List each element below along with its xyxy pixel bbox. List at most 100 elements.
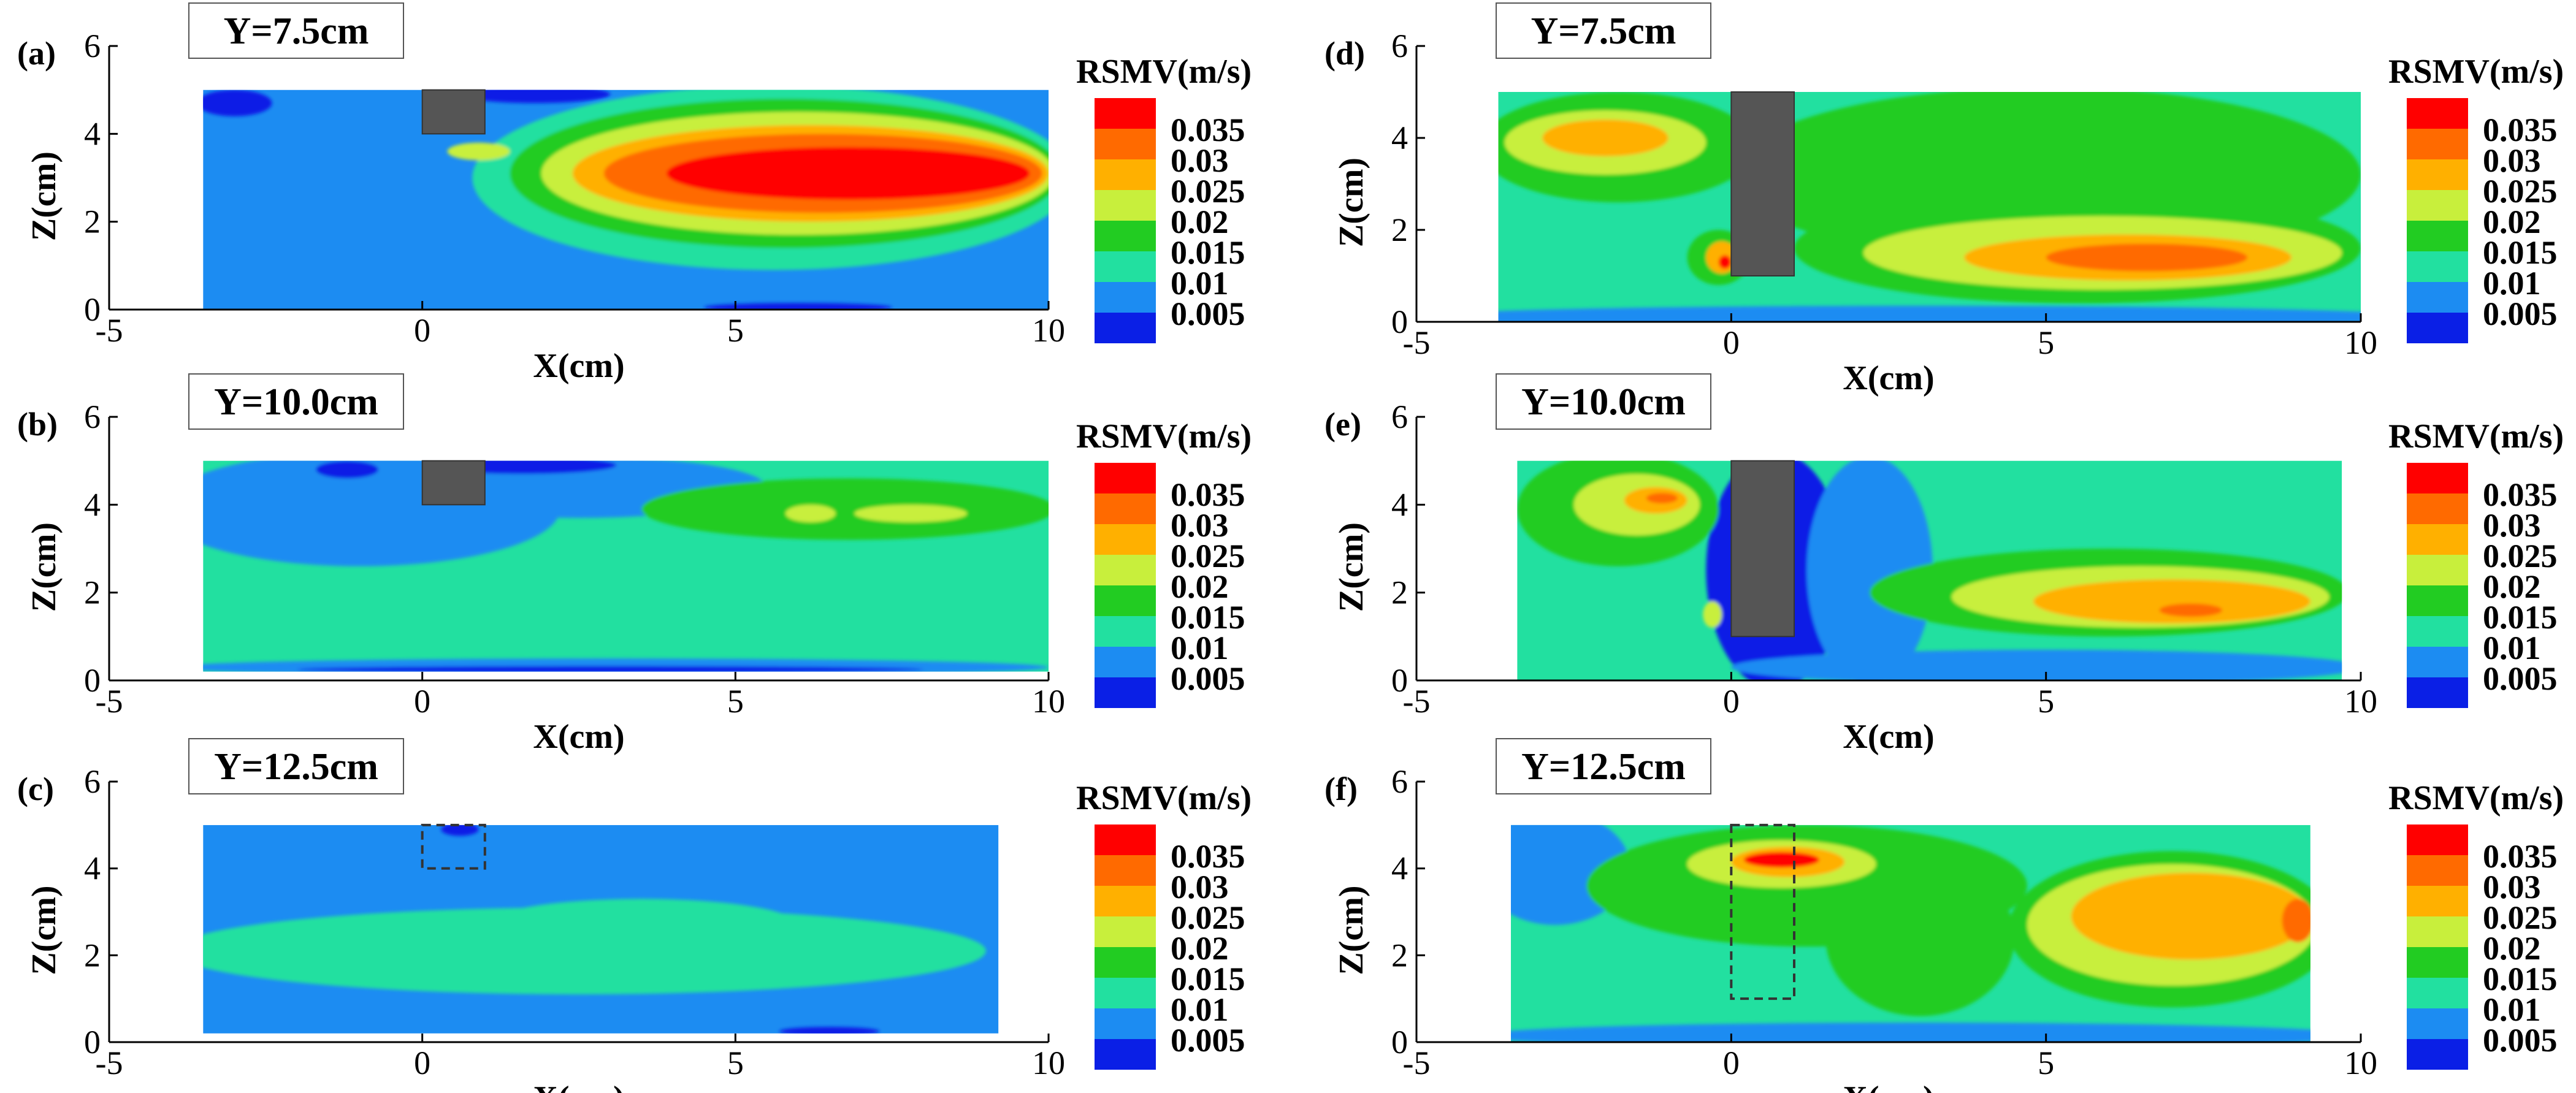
x-tick-label: 5 [2038, 1045, 2054, 1081]
slice-title: Y=7.5cm [224, 10, 369, 52]
legend: RSMV(m/s) 0.0350.030.0250.020.0150.010.00… [2388, 779, 2564, 1070]
x-tick-label: 10 [2344, 683, 2377, 720]
y-tick-label: 0 [84, 662, 101, 699]
legend-value: 0.005 [1171, 295, 1245, 332]
legend-value: 0.02 [2483, 930, 2541, 967]
slice-title-frame [188, 738, 404, 794]
x-tick-label: 5 [727, 683, 744, 720]
legend-value: 0.025 [1171, 538, 1245, 574]
legend-swatch [1095, 555, 1156, 585]
panel-letter: (b) [17, 406, 58, 443]
slice-title-box: Y=12.5cm [188, 738, 404, 794]
y-axis-label: Z(cm) [1332, 885, 1370, 975]
legend-swatch [1095, 313, 1156, 343]
legend-swatch [2407, 647, 2468, 677]
y-tick-label: 2 [1391, 937, 1408, 973]
legend-value: 0.015 [2483, 961, 2558, 997]
legend-swatch [1095, 677, 1156, 708]
legend-title: RSMV(m/s) [2388, 53, 2564, 91]
contour-field [203, 825, 999, 1034]
legend-swatch [2407, 190, 2468, 221]
panel-letter: (f) [1324, 771, 1358, 807]
x-tick-label: -5 [1403, 683, 1431, 720]
y-tick-label: 0 [1391, 662, 1408, 699]
contour-field [1511, 825, 2310, 1043]
legend-swatch [1095, 585, 1156, 616]
legend-swatch [2407, 129, 2468, 159]
panel-letter: (e) [1324, 406, 1361, 443]
contour-levels [203, 89, 1049, 310]
contour-region-level-4 [785, 505, 836, 523]
x-axis-label: X(cm) [533, 347, 624, 385]
y-tick-label: 4 [1391, 850, 1408, 887]
legend: RSMV(m/s) 0.0350.030.0250.020.0150.010.00… [1076, 53, 1252, 343]
slice-title: Y=10.0cm [214, 381, 378, 423]
legend-swatch [2407, 616, 2468, 647]
contour-field [203, 89, 1049, 310]
legend-swatch [1095, 916, 1156, 947]
contour-region-level-0 [779, 1027, 880, 1034]
contour-levels [1498, 92, 2361, 322]
legend-value: 0.03 [2483, 507, 2541, 544]
x-tick-label: 0 [414, 1045, 430, 1081]
x-tick-label: 5 [727, 312, 744, 349]
legend-title: RSMV(m/s) [2388, 417, 2564, 455]
x-tick-label: 0 [1723, 324, 1740, 361]
slice-title: Y=7.5cm [1531, 10, 1676, 52]
y-tick-label: 4 [1391, 120, 1408, 156]
slice-title: Y=12.5cm [1521, 746, 1686, 788]
legend-swatch [2407, 282, 2468, 313]
slice-title-box: Y=12.5cm [1496, 738, 1711, 794]
slice-title-frame [1496, 373, 1711, 430]
contour-region-level-3 [1825, 859, 2015, 1016]
x-tick-label: -5 [1403, 1045, 1431, 1081]
legend-value: 0.01 [1171, 991, 1229, 1028]
contour-region-level-0 [441, 825, 479, 836]
legend-value: 0.035 [1171, 476, 1245, 513]
legend-value: 0.035 [2483, 112, 2558, 148]
contour-region-level-4 [447, 142, 510, 161]
legend-swatch [2407, 524, 2468, 555]
x-axis-label: X(cm) [1843, 359, 1934, 397]
slice-title-frame [1496, 2, 1711, 59]
legend-swatch [2407, 677, 2468, 708]
legend-value: 0.01 [2483, 265, 2541, 302]
legend-swatch [1095, 129, 1156, 159]
legend-swatch [1095, 493, 1156, 524]
contour-region-level-1 [1731, 649, 2342, 681]
legend-value: 0.035 [2483, 476, 2558, 513]
y-tick-label: 0 [84, 1024, 101, 1061]
legend-swatch [1095, 978, 1156, 1008]
legend-swatch [2407, 221, 2468, 251]
y-axis-label: Z(cm) [25, 885, 63, 975]
panel-a: -5 0 5 100246X(cm)Z(cm)(a)Y=7.5cmRSMV(m/s)0… [17, 2, 1252, 385]
contour-region-level-5 [1542, 120, 1668, 156]
obstacle-block [421, 89, 486, 135]
legend-value: 0.015 [1171, 599, 1245, 636]
legend-value: 0.035 [1171, 838, 1245, 875]
legend-value: 0.015 [1171, 234, 1245, 271]
x-tick-label: -5 [96, 683, 123, 720]
contour-field [1517, 460, 2342, 681]
legend-title: RSMV(m/s) [1076, 417, 1252, 455]
x-tick-label: -5 [1403, 324, 1431, 361]
legend-value: 0.015 [2483, 234, 2558, 271]
legend-value: 0.005 [1171, 660, 1245, 697]
contour-levels [203, 825, 986, 1034]
x-axis-label: X(cm) [533, 718, 624, 756]
obstacle-outline [421, 823, 486, 870]
contour-region-level-4 [1703, 601, 1722, 628]
contour-region-level-5 [2071, 872, 2310, 960]
x-tick-label: -5 [96, 312, 123, 349]
legend-value: 0.025 [2483, 173, 2558, 210]
legend-value: 0.02 [1171, 568, 1229, 605]
legend-value: 0.035 [1171, 112, 1245, 148]
legend: RSMV(m/s) 0.0350.030.0250.020.0150.010.00… [2388, 53, 2564, 343]
y-tick-label: 0 [84, 291, 101, 328]
y-tick-label: 2 [84, 937, 101, 973]
legend-swatch [1095, 221, 1156, 251]
x-axis-label: X(cm) [1843, 1080, 1934, 1093]
legend-title: RSMV(m/s) [1076, 53, 1252, 91]
legend: RSMV(m/s) 0.0350.030.0250.020.0150.010.00… [1076, 417, 1252, 708]
contour-region-level-5 [2033, 579, 2310, 623]
